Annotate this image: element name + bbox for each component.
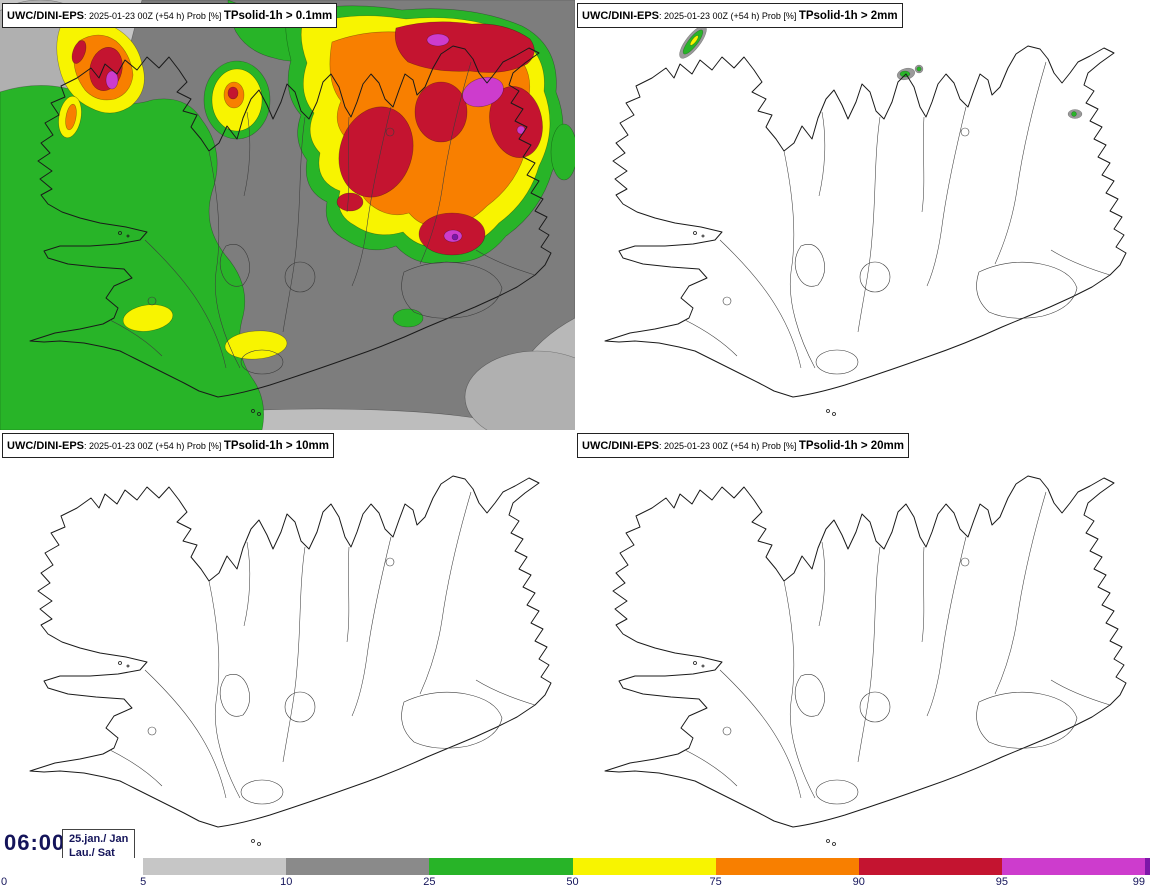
colorbar-segment-95-99 [1001, 858, 1145, 875]
colorbar-segment-0-5 [0, 858, 144, 875]
valid-date-line2: Lau./ Sat [69, 847, 115, 860]
run-info: : 2025-01-23 00Z (+54 h) Prob [%] [84, 11, 224, 21]
valid-date-box: 25.jan./ Jan Lau./ Sat [62, 829, 136, 864]
map-tpsolid-10mm [29, 475, 552, 846]
map-tpsolid-0p1mm [0, 0, 575, 430]
colorbar-segment-50-75 [572, 858, 716, 875]
parameter-label: TPsolid-1h > 2mm [798, 10, 898, 22]
colorbar-tick-5: 5 [140, 876, 147, 888]
colorbar-segment-99-100 [1145, 858, 1150, 875]
colorbar-segment-5-10 [143, 858, 287, 875]
map-tpsolid-20mm [604, 475, 1127, 846]
colorbar-tick-90: 90 [852, 876, 865, 888]
model-name: UWC/DINI-EPS [582, 10, 659, 22]
probability-field [679, 25, 1083, 119]
colorbar-tick-95: 95 [995, 876, 1008, 888]
panel-title: UWC/DINI-EPS: 2025-01-23 00Z (+54 h) Pro… [2, 3, 338, 28]
run-info: : 2025-01-23 00Z (+54 h) Prob [%] [659, 441, 799, 451]
colorbar-tick-25: 25 [423, 876, 436, 888]
parameter-label: TPsolid-1h > 0.1mm [223, 10, 333, 22]
panel-title: UWC/DINI-EPS: 2025-01-23 00Z (+54 h) Pro… [577, 433, 909, 458]
colorbar-segment-10-25 [286, 858, 430, 875]
colorbar-ticks: 0 5 10 25 50 75 90 95 99 [0, 876, 1150, 890]
colorbar-segment-90-95 [858, 858, 1002, 875]
probability-field [0, 0, 575, 430]
parameter-label: TPsolid-1h > 20mm [798, 440, 904, 452]
colorbar-tick-10: 10 [280, 876, 293, 888]
colorbar-tick-50: 50 [566, 876, 579, 888]
model-name: UWC/DINI-EPS [7, 440, 84, 452]
valid-date-line1: 25.jan./ Jan [69, 833, 129, 845]
panel-tpsolid-20mm: UWC/DINI-EPS: 2025-01-23 00Z (+54 h) Pro… [575, 430, 1150, 860]
parameter-label: TPsolid-1h > 10mm [223, 440, 329, 452]
colorbar-segment-75-90 [715, 858, 859, 875]
map-tpsolid-2mm [604, 25, 1127, 416]
run-info: : 2025-01-23 00Z (+54 h) Prob [%] [659, 11, 799, 21]
model-name: UWC/DINI-EPS [7, 10, 84, 22]
colorbar-tick-75: 75 [709, 876, 722, 888]
colorbar [0, 858, 1150, 875]
panel-tpsolid-10mm: UWC/DINI-EPS: 2025-01-23 00Z (+54 h) Pro… [0, 430, 575, 860]
colorbar-tick-0: 0 [1, 876, 8, 888]
panel-title: UWC/DINI-EPS: 2025-01-23 00Z (+54 h) Pro… [2, 433, 334, 458]
footer: 06:00 25.jan./ Jan Lau./ Sat 0 5 10 25 50 75 9… [0, 826, 1150, 891]
run-info: : 2025-01-23 00Z (+54 h) Prob [%] [84, 441, 224, 451]
colorbar-tick-99: 99 [1132, 876, 1145, 888]
panel-tpsolid-0p1mm: UWC/DINI-EPS: 2025-01-23 00Z (+54 h) Pro… [0, 0, 575, 430]
panel-title: UWC/DINI-EPS: 2025-01-23 00Z (+54 h) Pro… [577, 3, 903, 28]
valid-time-label: 06:00 [4, 830, 66, 855]
panel-tpsolid-2mm: UWC/DINI-EPS: 2025-01-23 00Z (+54 h) Pro… [575, 0, 1150, 430]
colorbar-segment-25-50 [429, 858, 573, 875]
model-name: UWC/DINI-EPS [582, 440, 659, 452]
